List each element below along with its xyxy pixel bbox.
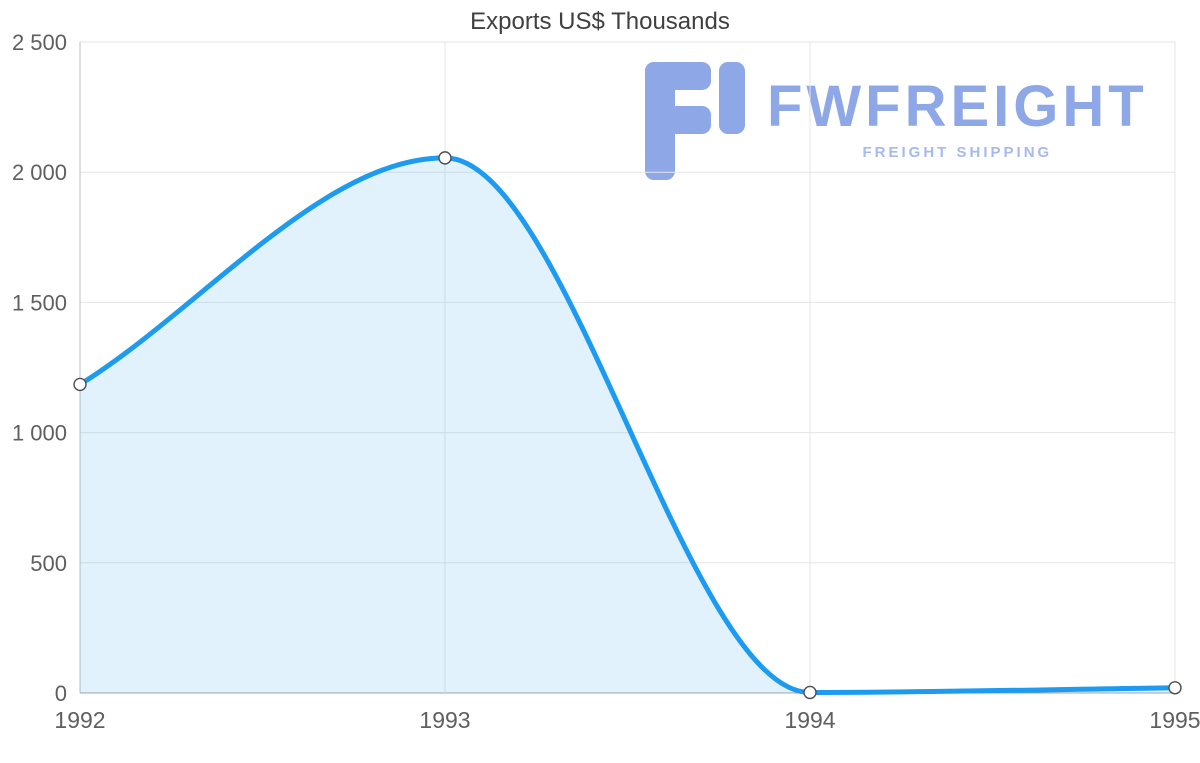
data-point-marker[interactable]	[73, 377, 87, 392]
fwfreight-logo-icon	[645, 62, 745, 180]
data-point-marker[interactable]	[803, 685, 817, 700]
y-tick-label: 0	[55, 681, 67, 706]
x-tick-label: 1993	[419, 707, 470, 733]
y-tick-label: 2 000	[12, 160, 67, 185]
data-point-marker[interactable]	[1168, 681, 1182, 695]
x-tick-label: 1992	[54, 707, 105, 733]
y-tick-label: 1 000	[12, 421, 67, 446]
x-tick-label: 1994	[784, 707, 835, 733]
series-line[interactable]	[77, 155, 1178, 695]
watermark-tagline-text: FREIGHT SHIPPING	[862, 144, 1053, 161]
y-tick-label: 500	[30, 551, 67, 576]
watermark-brand-text: FWFREIGHT	[767, 74, 1148, 139]
watermark-text: FWFREIGHT FREIGHT SHIPPING	[767, 62, 1148, 162]
x-tick-label: 1995	[1149, 707, 1200, 733]
y-tick-label: 2 500	[12, 30, 67, 55]
fwfreight-watermark: FWFREIGHT FREIGHT SHIPPING	[645, 62, 1148, 180]
y-tick-label: 1 500	[12, 290, 67, 315]
data-point-marker[interactable]	[438, 151, 452, 165]
chart-title: Exports US$ Thousands	[470, 8, 730, 35]
